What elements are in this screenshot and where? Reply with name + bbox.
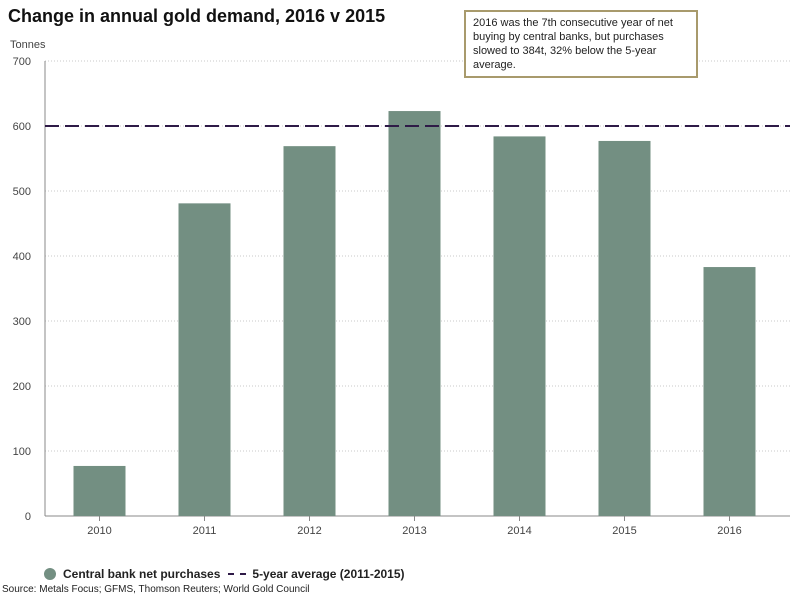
bar-2015 — [598, 140, 651, 516]
source-note: Source: Metals Focus; GFMS, Thomson Reut… — [2, 584, 310, 595]
legend-swatch-average-line — [228, 573, 247, 575]
legend-label-average-line: 5-year average (2011-2015) — [252, 567, 405, 581]
annotation-box: 2016 was the 7th consecutive year of net… — [464, 10, 698, 78]
x-tick-label: 2012 — [297, 525, 321, 537]
y-tick-label: 0 — [25, 511, 31, 523]
x-tick-label: 2015 — [612, 525, 636, 537]
y-tick-label: 500 — [13, 186, 31, 198]
bar-2012 — [283, 146, 336, 516]
y-tick-label: 300 — [13, 316, 31, 328]
legend-swatch-bars — [44, 568, 56, 580]
x-tick-label: 2013 — [402, 525, 426, 537]
y-tick-label: 400 — [13, 251, 31, 263]
chart-title: Change in annual gold demand, 2016 v 201… — [8, 6, 386, 26]
y-axis-label: Tonnes — [10, 39, 46, 51]
bar-2014 — [493, 136, 546, 516]
y-tick-label: 600 — [13, 121, 31, 133]
x-tick-label: 2014 — [507, 525, 531, 537]
y-tick-label: 100 — [13, 446, 31, 458]
bar-2016 — [703, 267, 756, 516]
bar-2011 — [178, 203, 231, 516]
x-tick-label: 2010 — [87, 525, 111, 537]
bar-2010 — [73, 465, 126, 516]
x-tick-label: 2011 — [193, 525, 217, 537]
x-tick-label: 2016 — [717, 525, 741, 537]
legend-label-bars: Central bank net purchases — [63, 567, 221, 581]
y-tick-label: 700 — [13, 56, 31, 68]
bar-2013 — [388, 111, 441, 517]
y-tick-label: 200 — [13, 381, 31, 393]
legend: Central bank net purchases 5-year averag… — [44, 566, 405, 582]
